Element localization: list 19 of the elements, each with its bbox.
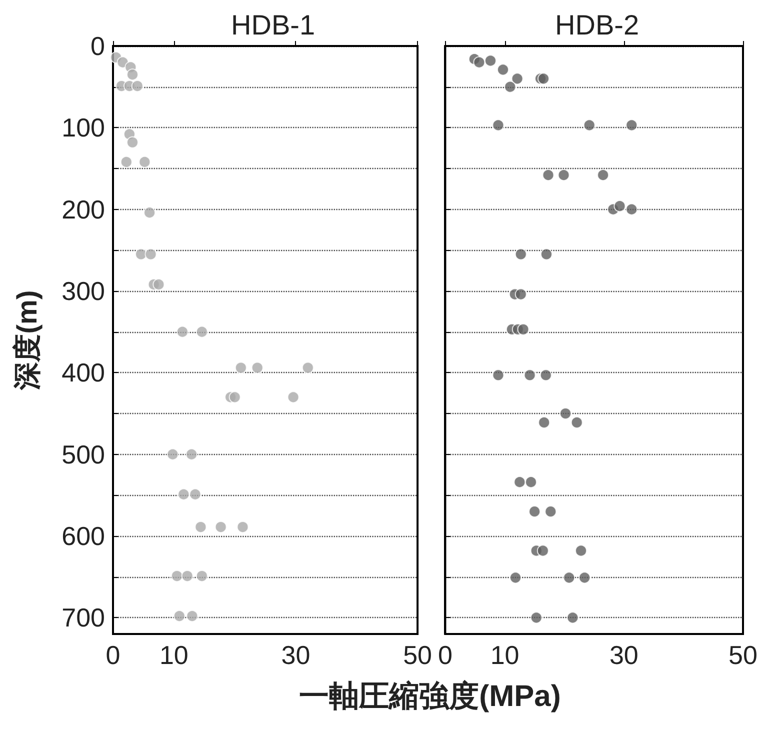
chart-title: HDB-1 (230, 10, 316, 40)
chart-title: HDB-2 (554, 10, 640, 40)
x-tick-label: 30 (609, 640, 638, 670)
x-tick-label: 10 (490, 640, 520, 670)
y-tick-label: 0 (90, 31, 105, 61)
y-tick-label: 100 (62, 112, 105, 143)
y-tick-label: 600 (62, 521, 105, 551)
y-tick-label: 300 (62, 276, 105, 306)
x-tick-label: 30 (281, 640, 310, 670)
y-axis-title: 深度(m) (12, 290, 42, 391)
y-tick-label: 700 (62, 602, 105, 633)
x-tick-label: 10 (159, 640, 188, 670)
y-tick-label: 400 (62, 358, 105, 388)
x-tick-label: 50 (403, 640, 432, 670)
y-tick-label: 200 (62, 194, 105, 224)
y-tick-label: 500 (62, 439, 105, 470)
x-tick-label: 0 (438, 640, 452, 670)
x-tick-label: 50 (728, 640, 758, 670)
x-axis-title: 一軸圧縮強度(MPa) (298, 679, 562, 715)
